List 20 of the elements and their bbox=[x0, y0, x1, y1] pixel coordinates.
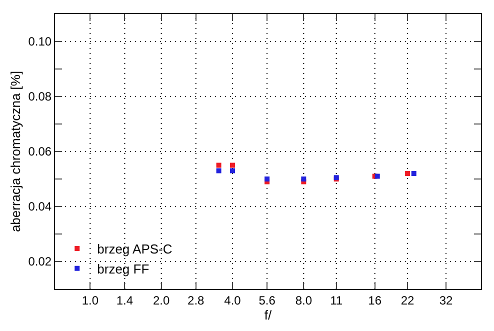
x-axis-title: f/ bbox=[264, 307, 272, 322]
x-tick-label: 2.0 bbox=[152, 293, 170, 308]
x-tick-label: 32 bbox=[439, 293, 453, 308]
y-axis-title: aberracja chromatyczna [%] bbox=[8, 70, 24, 232]
x-tick-label: 11 bbox=[330, 293, 343, 308]
x-tick-label: 5.6 bbox=[258, 293, 276, 308]
x-tick-label: 2.8 bbox=[188, 293, 205, 308]
x-tick-label: 4.0 bbox=[224, 293, 242, 308]
legend-label: brzeg FF bbox=[97, 261, 150, 276]
y-tick-label: 0.08 bbox=[28, 90, 52, 104]
y-tick-label: 0.02 bbox=[28, 254, 52, 269]
y-tick-label: 0.10 bbox=[28, 34, 52, 49]
x-tick-label: 1.0 bbox=[82, 293, 99, 308]
legend-label: brzeg APS-C bbox=[97, 242, 172, 257]
x-tick-label: 8.0 bbox=[295, 293, 312, 308]
x-tick-label: 22 bbox=[400, 293, 415, 308]
x-tick-label: 16 bbox=[368, 293, 382, 308]
y-tick-label: 0.04 bbox=[28, 200, 52, 214]
y-tick-label: 0.06 bbox=[28, 144, 52, 159]
x-tick-label: 1.4 bbox=[116, 293, 134, 308]
